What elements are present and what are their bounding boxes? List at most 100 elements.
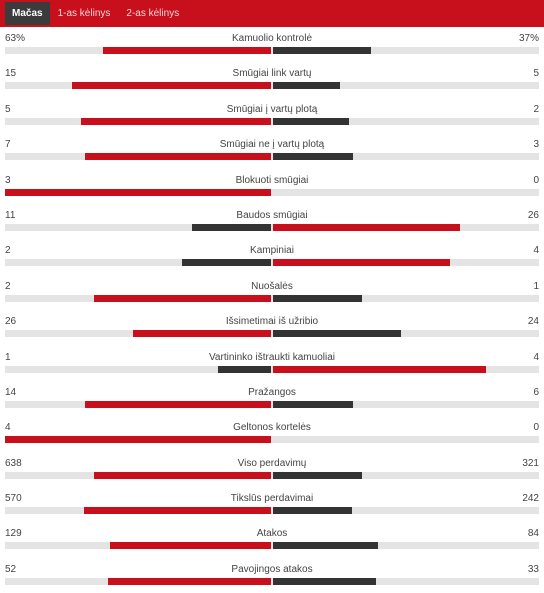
- stat-name: Kamuolio kontrolė: [231, 33, 313, 44]
- home-bar-area: [5, 188, 271, 196]
- stat-row: 52 Pavojingos atakos 33: [0, 558, 544, 593]
- home-value: 52: [5, 563, 17, 575]
- stat-bar-track: [5, 223, 539, 231]
- stat-row: 3 Blokuoti smūgiai 0: [0, 169, 544, 204]
- tab-second-half[interactable]: 2-as kėlinys: [126, 8, 180, 19]
- home-bar: [94, 471, 271, 479]
- home-value: 3: [5, 174, 11, 186]
- away-value: 321: [522, 457, 539, 469]
- away-value: 37%: [518, 33, 539, 44]
- stat-bar-track: [5, 365, 539, 373]
- stat-row: 570 Tikslūs perdavimai 242: [0, 487, 544, 522]
- stat-row: 11 Baudos smūgiai 26: [0, 204, 544, 239]
- home-bar-area: [5, 436, 271, 444]
- home-value: 15: [5, 68, 17, 80]
- away-bar-area: [273, 47, 539, 54]
- stat-bar-track: [5, 153, 539, 161]
- away-bar-area: [273, 223, 539, 231]
- home-bar: [84, 153, 271, 161]
- away-bar: [273, 542, 378, 550]
- stat-name: Pavojingos atakos: [231, 563, 313, 575]
- away-bar: [273, 507, 353, 515]
- home-bar-area: [5, 542, 271, 550]
- stat-row: 2 Nuošalės 1: [0, 275, 544, 310]
- away-bar-area: [273, 471, 539, 479]
- tab-first-half[interactable]: 1-as kėlinys: [57, 8, 111, 19]
- home-bar: [93, 294, 271, 302]
- home-value: 4: [5, 422, 11, 434]
- stat-name: Blokuoti smūgiai: [235, 174, 309, 186]
- home-value: 63%: [5, 33, 26, 44]
- home-value: 5: [5, 103, 11, 115]
- stat-bar-track: [5, 259, 539, 267]
- stat-row: 638 Viso perdavimų 321: [0, 452, 544, 487]
- away-bar: [273, 259, 451, 267]
- home-bar-area: [5, 471, 271, 479]
- away-bar-area: [273, 365, 539, 373]
- stat-bar-track: [5, 436, 539, 444]
- away-value: 5: [533, 68, 539, 80]
- stat-row: 5 Smūgiai į vartų plotą 2: [0, 98, 544, 133]
- away-value: 1: [533, 280, 539, 292]
- home-value: 26: [5, 316, 17, 328]
- away-bar: [273, 117, 349, 125]
- away-value: 26: [527, 209, 539, 221]
- stat-bar-track: [5, 471, 539, 479]
- stat-bar-track: [5, 400, 539, 408]
- away-bar-area: [273, 577, 539, 585]
- stat-row: 129 Atakos 84: [0, 522, 544, 557]
- stat-name: Baudos smūgiai: [236, 209, 308, 221]
- stat-bar-track: [5, 507, 539, 515]
- home-value: 2: [5, 245, 11, 257]
- home-bar-area: [5, 365, 271, 373]
- away-bar: [273, 47, 372, 54]
- stat-bar-track: [5, 577, 539, 585]
- home-bar-area: [5, 153, 271, 161]
- stat-row: 26 Išsimetimai iš užribio 24: [0, 310, 544, 345]
- home-bar: [191, 223, 271, 231]
- away-bar-area: [273, 153, 539, 161]
- stats-list: 63% Kamuolio kontrolė 37% 15 Smūgiai link va…: [0, 27, 544, 593]
- away-bar-area: [273, 259, 539, 267]
- stat-name: Vartininko ištraukti kamuoliai: [209, 351, 335, 363]
- home-value: 2: [5, 280, 11, 292]
- away-value: 0: [533, 422, 539, 434]
- away-value: 24: [527, 316, 539, 328]
- home-bar: [217, 365, 271, 373]
- away-bar-area: [273, 400, 539, 408]
- away-bar: [273, 365, 486, 373]
- away-bar-area: [273, 507, 539, 515]
- home-bar-area: [5, 330, 271, 338]
- stat-row: 14 Pražangos 6: [0, 381, 544, 416]
- stat-bar-track: [5, 117, 539, 125]
- home-bar-area: [5, 400, 271, 408]
- tab-match[interactable]: Mačas: [5, 2, 50, 25]
- away-value: 3: [533, 139, 539, 151]
- away-bar: [273, 223, 460, 231]
- stat-bar-track: [5, 294, 539, 302]
- home-bar: [71, 82, 271, 90]
- stat-name: Geltonos kortelės: [233, 422, 311, 434]
- away-bar: [273, 577, 377, 585]
- home-bar: [103, 47, 271, 54]
- home-bar: [84, 400, 271, 408]
- home-bar: [109, 542, 271, 550]
- home-bar-area: [5, 507, 271, 515]
- away-bar-area: [273, 189, 539, 196]
- away-bar: [273, 330, 401, 338]
- stat-bar-track: [5, 330, 539, 338]
- home-bar: [81, 117, 271, 125]
- period-tabs: Mačas 1-as kėlinys 2-as kėlinys: [0, 0, 544, 27]
- home-bar-area: [5, 117, 271, 125]
- home-bar: [5, 436, 271, 444]
- away-bar: [273, 400, 353, 408]
- home-bar: [5, 188, 271, 196]
- away-value: 84: [527, 528, 539, 540]
- home-bar-area: [5, 259, 271, 267]
- home-bar-area: [5, 223, 271, 231]
- away-bar-area: [273, 294, 539, 302]
- home-bar-area: [5, 294, 271, 302]
- home-value: 638: [5, 457, 22, 469]
- away-value: 33: [527, 563, 539, 575]
- away-bar-area: [273, 542, 539, 550]
